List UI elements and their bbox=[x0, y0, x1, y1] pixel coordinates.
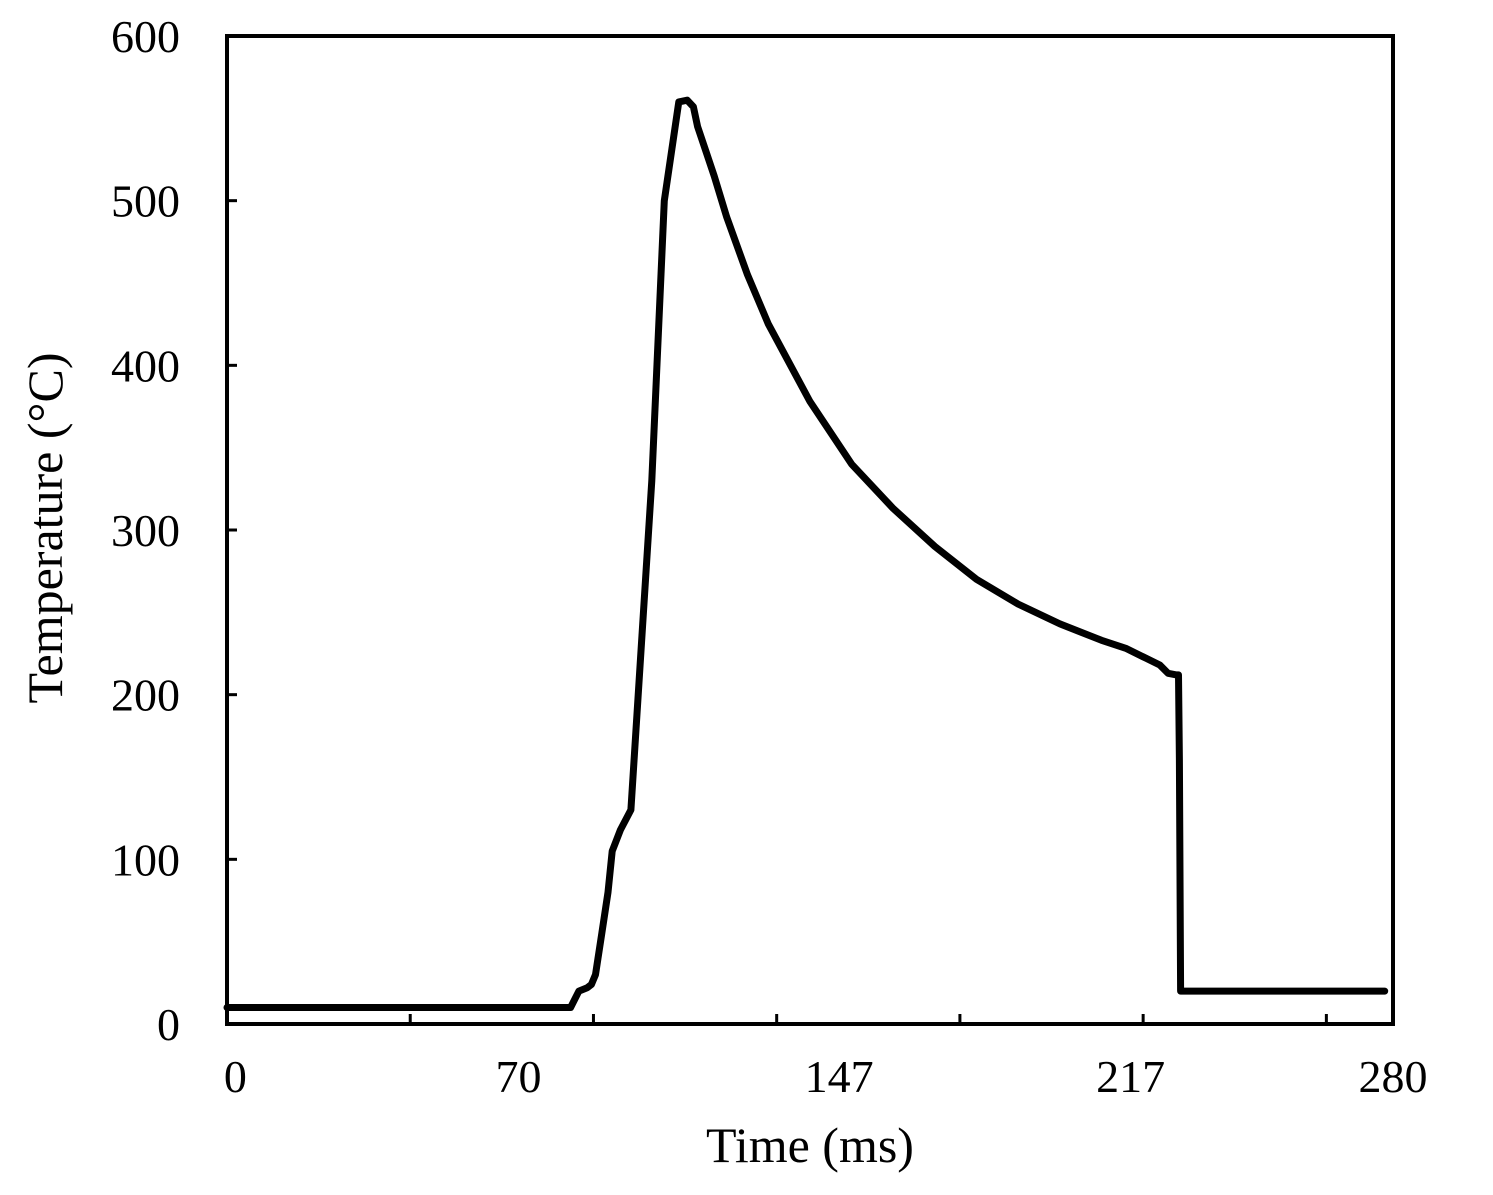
y-axis-tick-labels: 0 100 200 300 400 500 600 bbox=[111, 11, 180, 1050]
y-tick-label-4: 400 bbox=[111, 340, 180, 391]
y-tick-label-0: 0 bbox=[157, 999, 180, 1050]
y-tick-label-6: 600 bbox=[111, 11, 180, 62]
x-tick-label-3: 217 bbox=[1096, 1051, 1165, 1102]
y-tick-label-3: 300 bbox=[111, 505, 180, 556]
y-tick-label-5: 500 bbox=[111, 176, 180, 227]
temperature-series-line bbox=[223, 96, 1389, 1011]
x-axis-tick-labels: 0 70 147 217 280 bbox=[224, 1051, 1428, 1102]
x-tick-label-2: 147 bbox=[805, 1051, 874, 1102]
y-tick-label-2: 200 bbox=[111, 670, 180, 721]
y-tick-label-1: 100 bbox=[111, 834, 180, 885]
plot-frame bbox=[225, 34, 1395, 1026]
x-axis-title: Time (ms) bbox=[706, 1117, 914, 1173]
y-axis-title: Temperature (°C) bbox=[17, 352, 73, 703]
x-tick-label-0: 0 bbox=[224, 1051, 247, 1102]
x-axis-ticks bbox=[225, 1014, 1328, 1024]
y-axis-ticks bbox=[227, 34, 237, 1026]
x-tick-label-4: 280 bbox=[1359, 1051, 1428, 1102]
x-tick-label-1: 70 bbox=[496, 1051, 542, 1102]
